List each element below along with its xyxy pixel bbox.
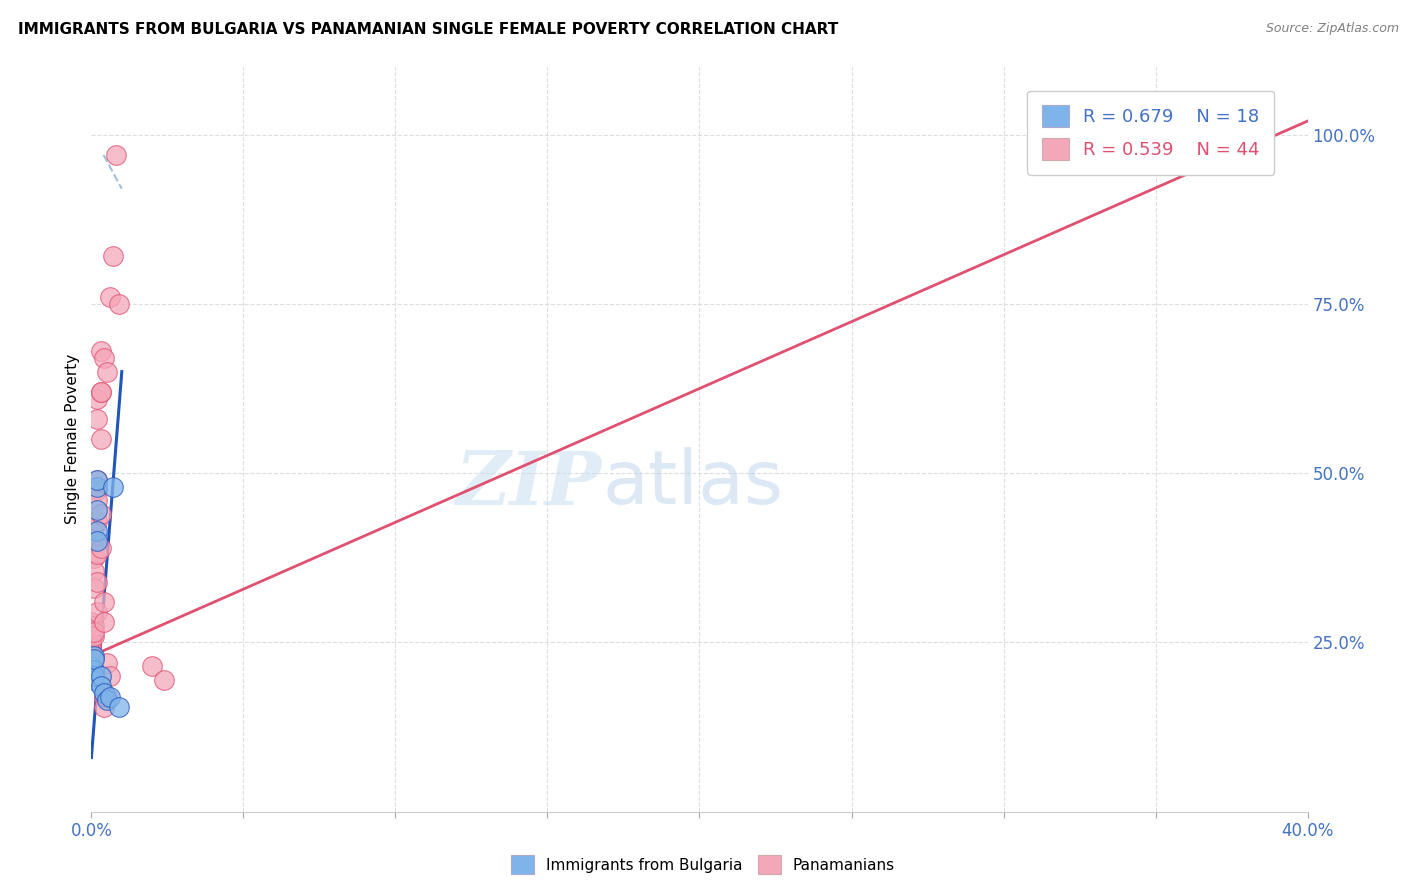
Point	[80, 615, 103, 629]
Point	[89, 344, 111, 359]
Point	[83, 520, 105, 534]
Point	[93, 595, 115, 609]
Point	[83, 629, 105, 643]
Point	[83, 673, 105, 687]
Point	[80, 659, 103, 673]
Point	[89, 507, 111, 521]
Point	[89, 680, 111, 694]
Text: IMMIGRANTS FROM BULGARIA VS PANAMANIAN SINGLE FEMALE POVERTY CORRELATION CHART: IMMIGRANTS FROM BULGARIA VS PANAMANIAN S…	[18, 22, 838, 37]
Point	[93, 615, 115, 629]
Point	[86, 473, 108, 487]
Point	[98, 690, 121, 704]
Point	[101, 480, 124, 494]
Point	[86, 473, 108, 487]
Point	[83, 663, 105, 677]
Point	[83, 550, 105, 565]
Point	[107, 699, 129, 714]
Point	[98, 290, 121, 304]
Point	[86, 605, 108, 619]
Point	[93, 351, 115, 365]
Point	[83, 625, 105, 640]
Text: atlas: atlas	[602, 448, 783, 521]
Point	[101, 250, 124, 264]
Text: Source: ZipAtlas.com: Source: ZipAtlas.com	[1265, 22, 1399, 36]
Point	[80, 635, 103, 649]
Point	[104, 148, 127, 162]
Point	[80, 639, 103, 653]
Point	[93, 690, 115, 704]
Point	[83, 648, 105, 663]
Point	[83, 652, 105, 666]
Point	[86, 503, 108, 517]
Point	[86, 514, 108, 528]
Point	[83, 533, 105, 548]
Text: ZIP: ZIP	[456, 448, 602, 520]
Point	[86, 493, 108, 508]
Point	[86, 524, 108, 538]
Point	[83, 669, 105, 683]
Point	[86, 574, 108, 589]
Point	[80, 646, 103, 660]
Point	[86, 548, 108, 562]
Point	[93, 699, 115, 714]
Point	[107, 297, 129, 311]
Point	[89, 541, 111, 555]
Legend: Immigrants from Bulgaria, Panamanians: Immigrants from Bulgaria, Panamanians	[505, 849, 901, 880]
Point	[96, 690, 118, 704]
Point	[141, 659, 163, 673]
Point	[80, 622, 103, 636]
Point	[80, 642, 103, 657]
Point	[93, 686, 115, 700]
Point	[86, 480, 108, 494]
Point	[96, 693, 118, 707]
Point	[83, 582, 105, 596]
Point	[153, 673, 176, 687]
Point	[86, 533, 108, 548]
Point	[89, 384, 111, 399]
Point	[96, 365, 118, 379]
Point	[89, 433, 111, 447]
Point	[98, 669, 121, 683]
Point	[83, 565, 105, 579]
Y-axis label: Single Female Poverty: Single Female Poverty	[65, 354, 80, 524]
Point	[86, 392, 108, 406]
Point	[96, 656, 118, 670]
Point	[83, 618, 105, 632]
Point	[89, 669, 111, 683]
Legend: R = 0.679    N = 18, R = 0.539    N = 44: R = 0.679 N = 18, R = 0.539 N = 44	[1028, 91, 1274, 175]
Point	[89, 384, 111, 399]
Point	[86, 412, 108, 426]
Point	[86, 483, 108, 497]
